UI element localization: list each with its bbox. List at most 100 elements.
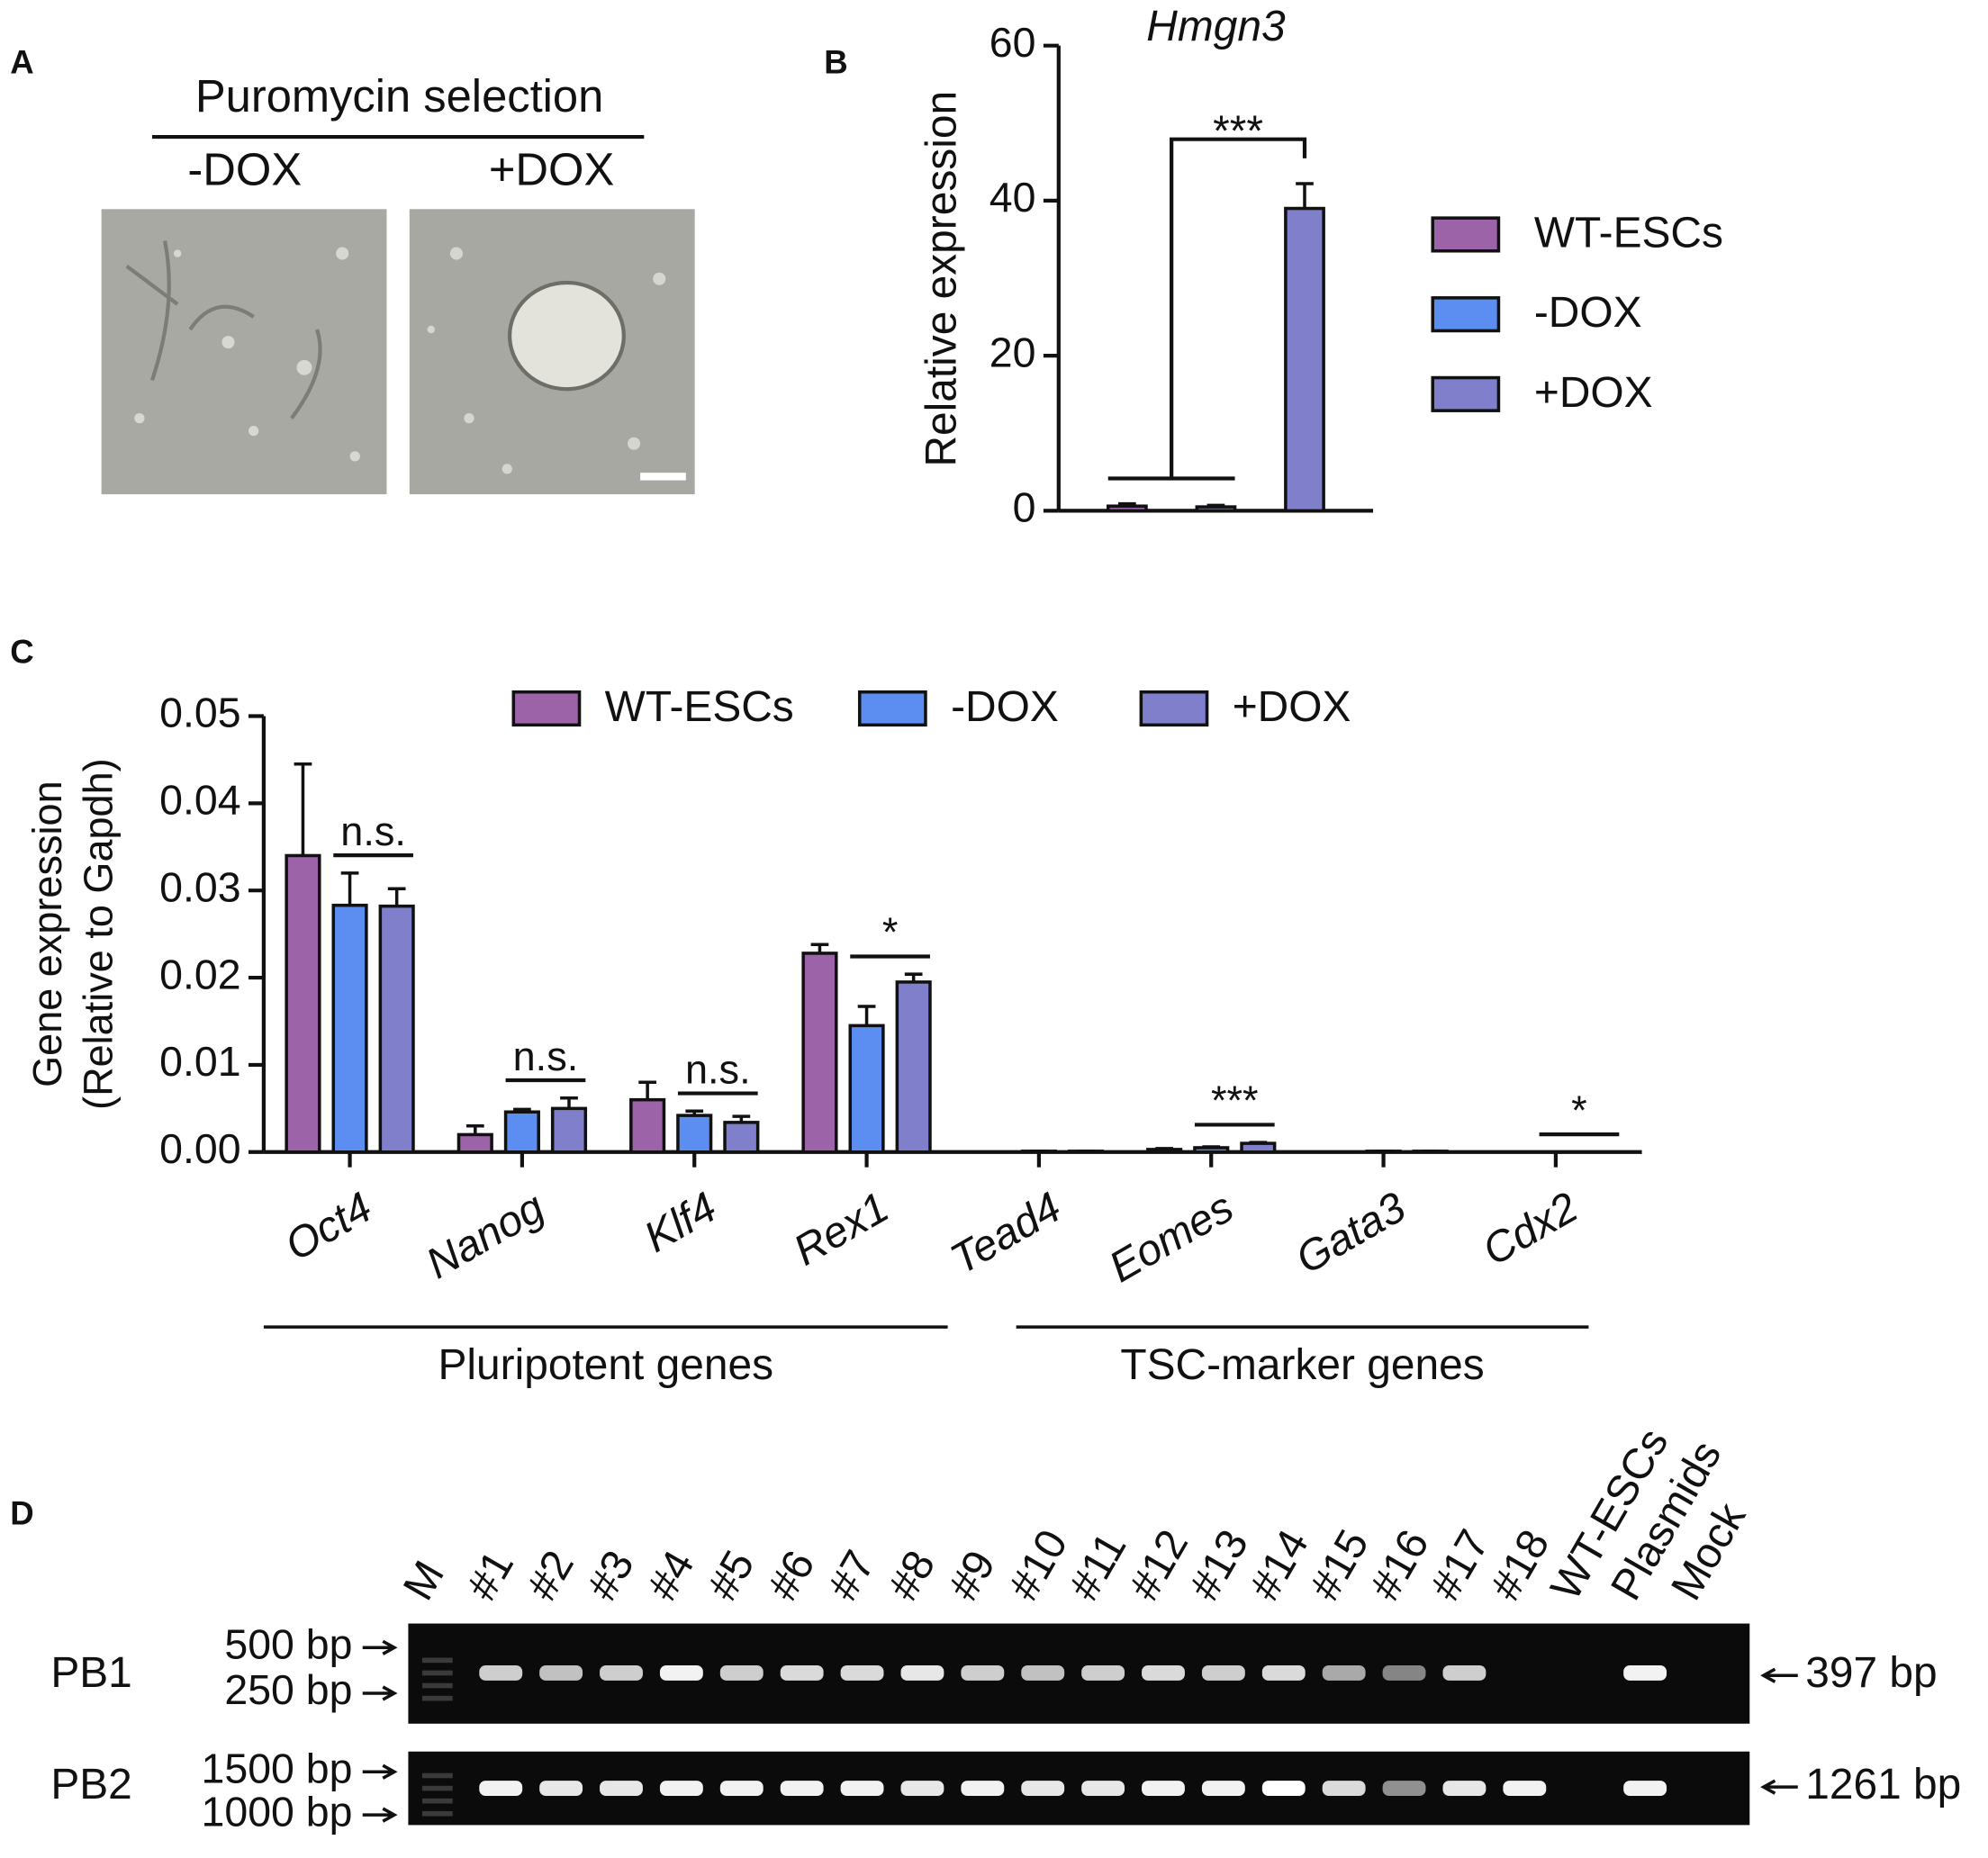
error-bar — [810, 943, 829, 953]
panel-label: C — [10, 633, 33, 670]
dna-band — [1442, 1664, 1486, 1681]
gel-panel: DM #1#2#3#4#5#6#7#8#9#10#11#12#13#14#15#1… — [10, 1421, 1961, 1835]
significance-label: * — [1571, 1087, 1587, 1133]
dna-band — [659, 1664, 703, 1681]
lane-label: #14 — [1241, 1522, 1318, 1609]
dna-band — [1382, 1781, 1426, 1797]
dna-band — [600, 1781, 643, 1797]
legend-label: -DOX — [951, 683, 1059, 731]
bar — [456, 1132, 493, 1154]
bar — [1240, 1141, 1277, 1154]
dna-band — [1081, 1781, 1125, 1797]
y-axis-label: Relative expression — [918, 91, 966, 467]
micrograph — [409, 209, 695, 495]
dna-band — [1322, 1664, 1366, 1681]
panel-label: B — [824, 44, 847, 81]
row-label: PB2 — [50, 1761, 131, 1808]
y-tick-label: 0.03 — [159, 863, 240, 910]
x-tick-label: Nanog — [419, 1184, 553, 1289]
error-bar — [1249, 1141, 1268, 1144]
y-tick-label: 0.00 — [159, 1125, 240, 1172]
dna-band — [719, 1664, 764, 1681]
y-tick-label: 60 — [989, 19, 1036, 66]
bar — [285, 853, 321, 1154]
bar — [723, 1121, 760, 1154]
x-tick-label: Oct4 — [277, 1184, 380, 1270]
y-tick-label: 40 — [989, 174, 1036, 221]
row-label: PB1 — [50, 1649, 131, 1697]
significance-bracket — [1107, 137, 1307, 481]
dna-band — [1503, 1781, 1547, 1797]
legend-swatch — [1431, 375, 1501, 412]
legend-label: +DOX — [1534, 369, 1653, 417]
legend-swatch — [1431, 296, 1501, 333]
legend-label: -DOX — [1534, 289, 1642, 337]
bar — [1284, 206, 1325, 513]
y-tick-label: 0.02 — [159, 951, 240, 997]
y-tick-label: 20 — [989, 329, 1036, 375]
bar — [676, 1114, 713, 1154]
error-bar — [1202, 1145, 1221, 1149]
error-bar — [294, 762, 312, 856]
lane-label: #8 — [880, 1543, 945, 1609]
error-bar — [560, 1096, 578, 1109]
bar — [801, 952, 838, 1154]
marker-arrow — [362, 1807, 398, 1823]
y-tick-label: 0.01 — [159, 1038, 240, 1085]
dna-band — [1142, 1664, 1185, 1681]
legend-swatch — [1431, 216, 1501, 253]
group-label: Pluripotent genes — [438, 1341, 773, 1389]
dna-band — [1142, 1781, 1185, 1797]
micrograph — [101, 209, 387, 495]
lane-label: M — [394, 1553, 454, 1608]
marker-label: 250 bp — [224, 1666, 352, 1713]
dna-band — [840, 1664, 884, 1681]
panel-label: D — [10, 1495, 33, 1532]
lane-label: #16 — [1361, 1522, 1439, 1609]
cell-debris — [125, 240, 322, 419]
condition-label: -DOX — [187, 144, 302, 195]
lane-label: #2 — [518, 1543, 583, 1609]
product-arrow — [1760, 1667, 1798, 1683]
dna-band — [1623, 1781, 1667, 1797]
bar — [550, 1106, 588, 1154]
dna-band — [539, 1664, 583, 1681]
significance-label: *** — [1213, 108, 1263, 156]
dna-band — [1081, 1664, 1125, 1681]
error-bar — [1155, 1147, 1173, 1150]
dna-band — [1382, 1664, 1426, 1681]
bar — [331, 903, 368, 1154]
bar — [629, 1097, 666, 1154]
bar — [1106, 504, 1148, 513]
x-tick-label: Rex1 — [786, 1184, 897, 1276]
legend-label: WT-ESCs — [1534, 210, 1723, 257]
ladder-band — [421, 1695, 453, 1701]
dna-band — [961, 1781, 1005, 1797]
error-bar — [732, 1114, 751, 1123]
dna-band — [780, 1664, 824, 1681]
dna-band — [659, 1781, 703, 1797]
cells — [134, 247, 360, 462]
legend-swatch — [857, 690, 927, 727]
dna-band — [1442, 1781, 1486, 1797]
lane-label: #11 — [1060, 1525, 1135, 1609]
error-bar — [465, 1123, 484, 1135]
product-label: 397 bp — [1805, 1649, 1937, 1697]
error-bar — [904, 972, 923, 982]
error-bar — [638, 1080, 656, 1100]
significance-label: n.s. — [513, 1033, 579, 1079]
panel-a-title: Puromycin selection — [195, 70, 603, 122]
dna-band — [479, 1781, 523, 1797]
marker-label: 1000 bp — [202, 1788, 353, 1835]
bar — [895, 980, 932, 1154]
dna-band — [479, 1664, 523, 1681]
error-bar — [1118, 501, 1136, 507]
cells — [427, 247, 666, 474]
error-bar — [1296, 182, 1314, 209]
y-tick-label: 0.04 — [159, 777, 240, 824]
dna-band — [780, 1781, 824, 1797]
ladder-band — [421, 1785, 453, 1791]
group-label: TSC-marker genes — [1120, 1341, 1484, 1389]
product-arrow — [1760, 1779, 1798, 1795]
